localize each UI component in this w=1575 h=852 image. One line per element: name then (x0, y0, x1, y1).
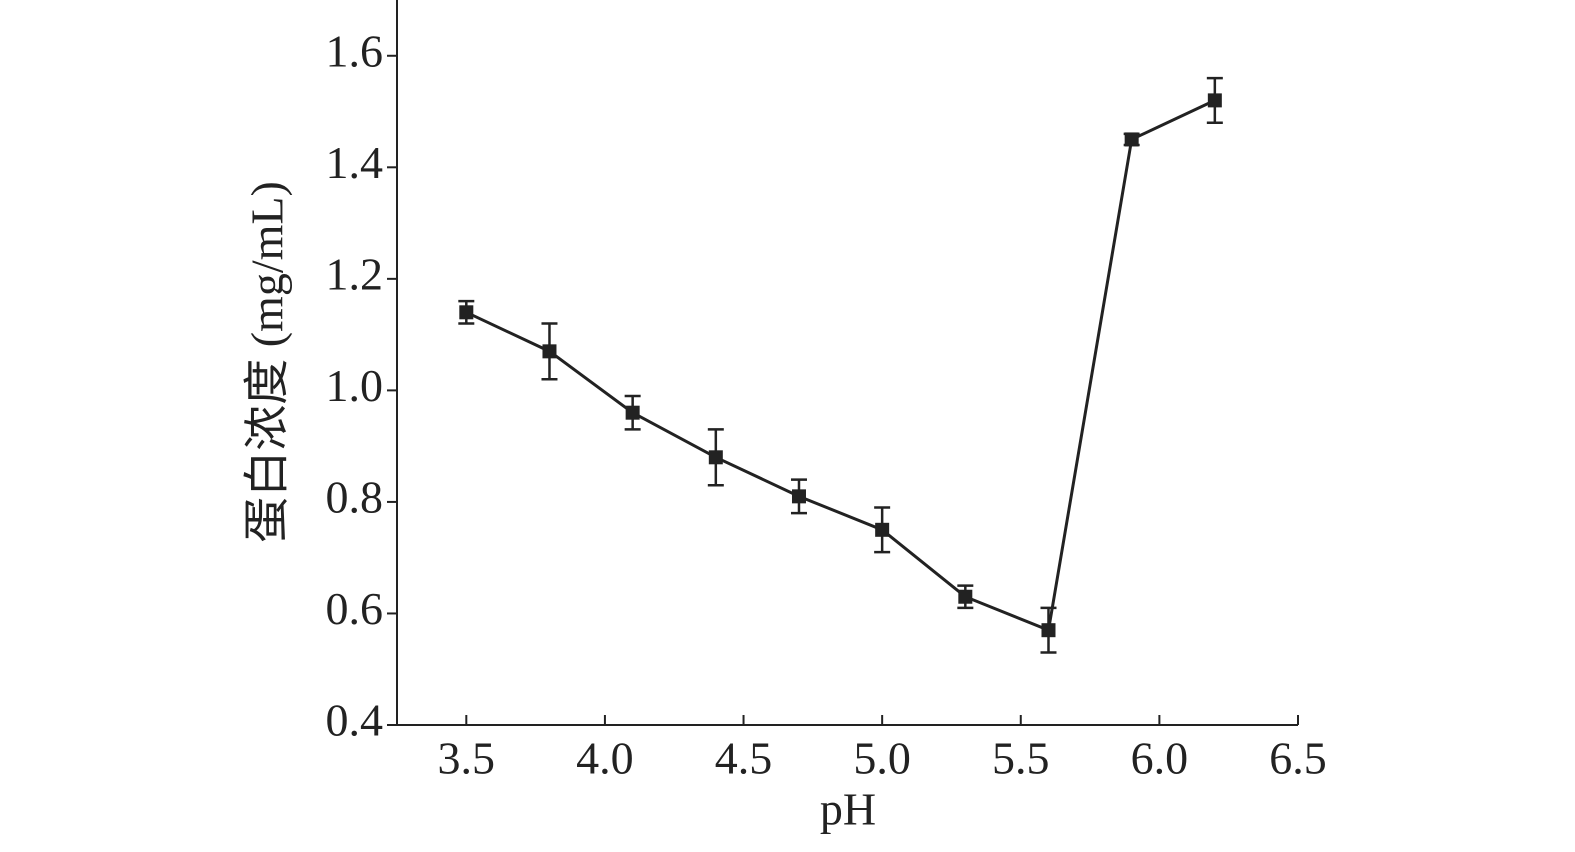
x-tick-label: 5.5 (992, 733, 1050, 784)
data-point (791, 489, 806, 504)
data-point (1124, 132, 1139, 147)
y-tick-label: 1.2 (326, 248, 384, 299)
x-tick-label: 5.0 (853, 733, 911, 784)
x-axis-label: pH (820, 784, 876, 835)
x-tick-label: 6.0 (1131, 733, 1189, 784)
y-tick-label: 0.6 (326, 583, 384, 634)
y-tick-label: 1.0 (326, 360, 384, 411)
x-tick-label: 3.5 (438, 733, 496, 784)
x-tick-label: 4.5 (715, 733, 773, 784)
data-line (465, 99, 1216, 633)
data-point (542, 344, 557, 359)
data-point (625, 405, 640, 420)
y-axis-label: 蛋白浓度 (mg/mL) (242, 181, 293, 543)
y-tick-label: 0.4 (326, 695, 384, 746)
y-tick-label: 0.8 (326, 471, 384, 522)
y-tick-label: 1.6 (326, 25, 384, 76)
data-point (459, 305, 474, 320)
data-point (708, 450, 723, 465)
data-point (958, 589, 973, 604)
x-tick-label: 4.0 (576, 733, 634, 784)
data-point (1207, 93, 1222, 108)
x-tick-label: 6.5 (1269, 733, 1327, 784)
data-point (875, 522, 890, 537)
data-point (1041, 623, 1056, 638)
y-tick-label: 1.4 (326, 137, 384, 188)
